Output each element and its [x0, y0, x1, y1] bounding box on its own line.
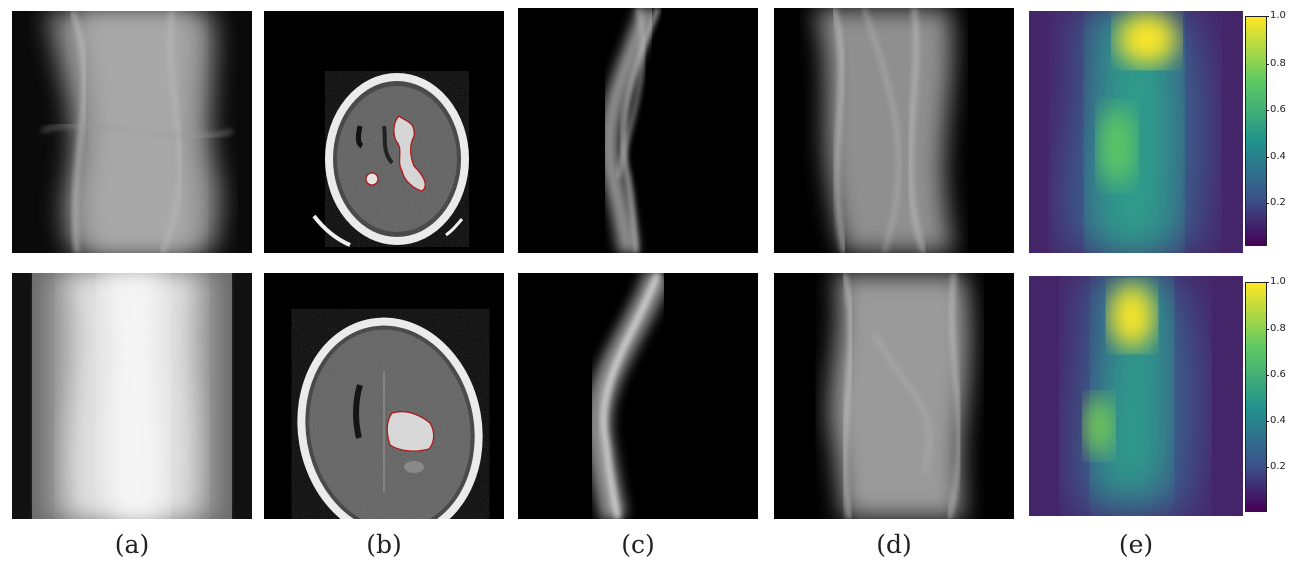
colorbar-tick: [1266, 64, 1269, 65]
panel-d-top: [774, 8, 1014, 253]
colorbar-tick: [1266, 329, 1269, 330]
colorbar-tick: [1266, 467, 1269, 468]
sinogram-no-lesion-image: [774, 273, 1014, 519]
colorbar-tick-label: 1.0: [1270, 276, 1286, 287]
panel-b-top: [264, 11, 504, 253]
panel-e-top: [1029, 11, 1243, 253]
panel-b-bottom: [264, 273, 504, 519]
heatmap-image: [1029, 11, 1243, 253]
colorbar-tick: [1266, 110, 1269, 111]
sinogram-full-image: [12, 11, 252, 253]
panel-d-bottom: [774, 273, 1014, 519]
colorbar-tick: [1266, 16, 1269, 17]
ct-slice-image: [264, 11, 504, 253]
colorbar-tick-label: 0.2: [1270, 197, 1286, 208]
sinogram-no-lesion-image: [774, 8, 1014, 253]
colorbar-tick-label: 0.8: [1270, 323, 1286, 334]
colorbar-tick: [1266, 203, 1269, 204]
panel-c-top: [518, 8, 758, 253]
colorbar-tick: [1266, 157, 1269, 158]
colorbar-tick: [1266, 421, 1269, 422]
sinogram-lesion-image: [518, 273, 758, 519]
colorbar-tick-label: 0.4: [1270, 415, 1286, 426]
panel-e-bottom: [1029, 276, 1243, 516]
caption-d: (d): [876, 530, 912, 559]
colorbar-tick: [1266, 282, 1269, 283]
caption-c: (c): [621, 530, 655, 559]
colorbar-tick-label: 0.6: [1270, 369, 1286, 380]
colorbar-tick-label: 0.8: [1270, 58, 1286, 69]
panel-a-bottom: [12, 273, 252, 519]
colorbar-tick-label: 0.4: [1270, 151, 1286, 162]
colorbar-tick-label: 1.0: [1270, 10, 1286, 21]
heatmap-image: [1029, 276, 1243, 516]
colorbar-tick-label: 0.2: [1270, 461, 1286, 472]
caption-a: (a): [114, 530, 150, 559]
sinogram-lesion-image: [518, 8, 758, 253]
ct-slice-image: [264, 273, 504, 519]
sinogram-full-image: [12, 273, 252, 519]
colorbar-bottom: [1245, 282, 1267, 512]
colorbar-tick: [1266, 375, 1269, 376]
panel-c-bottom: [518, 273, 758, 519]
colorbar-tick-label: 0.6: [1270, 104, 1286, 115]
panel-a-top: [12, 11, 252, 253]
caption-b: (b): [366, 530, 402, 559]
colorbar-top: [1245, 16, 1267, 246]
caption-e: (e): [1118, 530, 1154, 559]
